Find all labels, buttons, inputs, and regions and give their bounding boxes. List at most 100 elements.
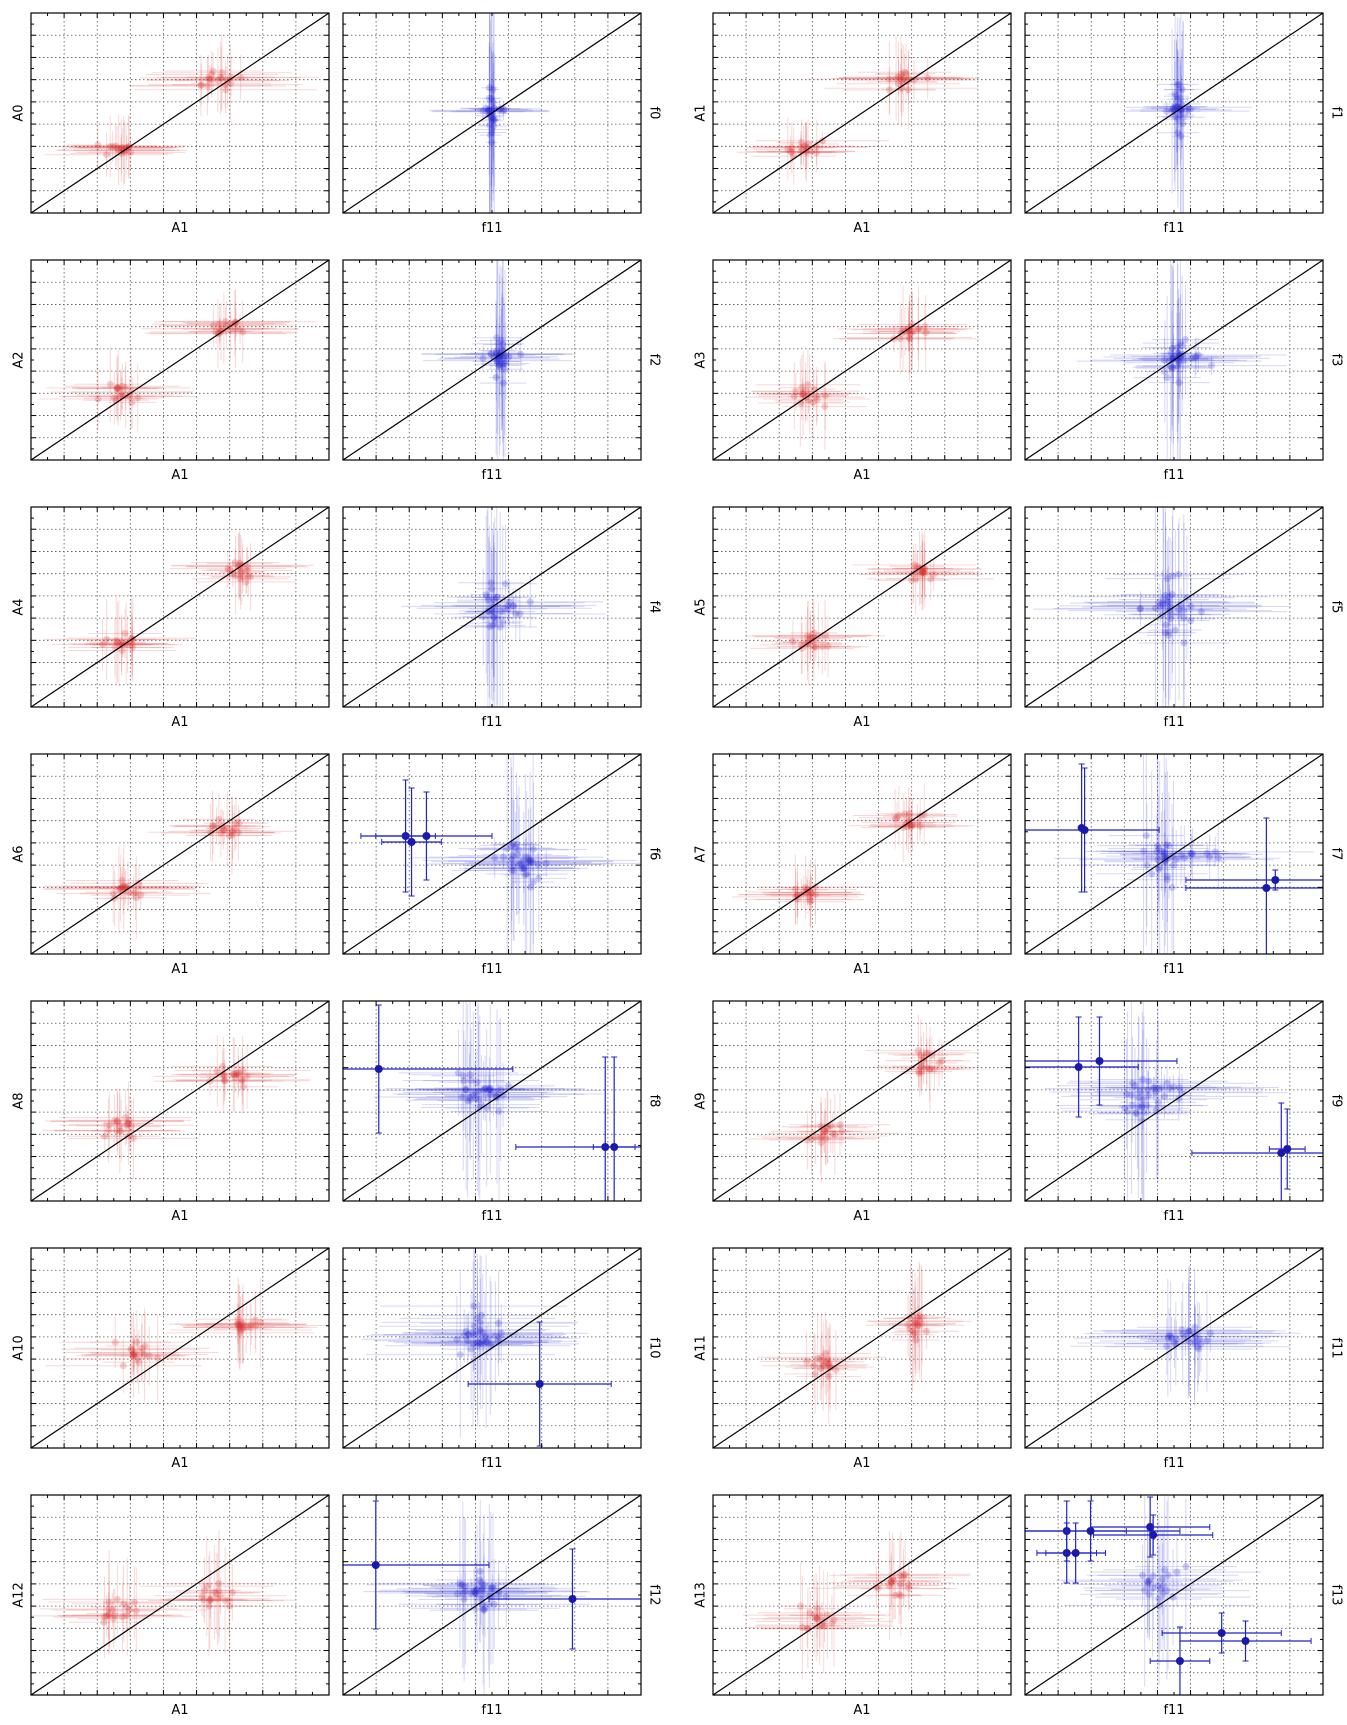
data-point (121, 384, 129, 392)
data-point (221, 81, 229, 89)
data-point (918, 1063, 926, 1071)
data-point (1160, 356, 1168, 364)
data-layer (746, 285, 981, 450)
data-point (1185, 1328, 1193, 1336)
identity-line (712, 753, 1012, 955)
highlight-point (407, 838, 416, 846)
data-point (510, 602, 518, 610)
data-point (493, 347, 501, 355)
data-point (1203, 849, 1211, 857)
data-point (488, 128, 496, 136)
data-point (113, 385, 121, 393)
data-point (1191, 354, 1199, 362)
data-point (235, 1321, 243, 1329)
data-point (501, 365, 509, 373)
data-point (231, 1073, 239, 1081)
data-layer (736, 36, 981, 185)
data-point (799, 389, 807, 397)
data-point (128, 644, 136, 652)
data-point (495, 1107, 503, 1115)
data-layer (429, 13, 551, 213)
ticks (712, 12, 1012, 214)
data-point (831, 1130, 839, 1138)
x-axis-label: A1 (171, 715, 188, 730)
data-point (228, 827, 236, 835)
data-point (237, 568, 245, 576)
identity-line (30, 1000, 330, 1202)
data-point (923, 1064, 931, 1072)
data-point (486, 121, 494, 129)
data-point (489, 622, 497, 630)
data-point (486, 623, 494, 631)
data-point (1138, 1102, 1146, 1110)
data-layer (1033, 507, 1291, 707)
data-point (914, 1321, 922, 1329)
data-point (918, 569, 926, 577)
data-point (494, 614, 502, 622)
data-point (1127, 1091, 1135, 1099)
data-point (235, 819, 243, 827)
y-axis-label: A9 (694, 1092, 709, 1109)
data-point (1161, 629, 1169, 637)
data-point (130, 1352, 138, 1360)
identity-line (30, 506, 330, 708)
data-point (125, 1116, 133, 1124)
data-point (491, 854, 499, 862)
data-point (219, 1062, 227, 1070)
data-point (466, 1096, 474, 1104)
data-point (494, 357, 502, 365)
data-point (221, 318, 229, 326)
data-point (918, 1068, 926, 1076)
data-point (239, 1083, 247, 1091)
data-point (791, 885, 799, 893)
data-point (526, 856, 534, 864)
ticks (342, 259, 642, 461)
data-point (1171, 626, 1179, 634)
data-point (796, 399, 804, 407)
highlight-point (610, 1143, 619, 1151)
data-point (1169, 344, 1177, 352)
identity-line (712, 1000, 1012, 1202)
data-point (904, 1321, 912, 1329)
grid (343, 1248, 641, 1448)
data-point (469, 1340, 477, 1348)
data-point (911, 1317, 919, 1325)
panel-f8: f11 f8 (342, 1000, 662, 1224)
data-point (807, 889, 815, 897)
data-point (130, 889, 138, 897)
data-point (129, 1351, 137, 1359)
data-point (1167, 349, 1175, 357)
data-point (799, 390, 807, 398)
data-point (885, 75, 893, 83)
data-point (813, 395, 821, 403)
data-point (220, 826, 228, 834)
data-point (1163, 575, 1171, 583)
data-point (102, 151, 110, 159)
x-axis-label: f11 (1163, 962, 1184, 977)
data-point (499, 853, 507, 861)
data-point (491, 619, 499, 627)
data-point (504, 605, 512, 613)
data-point (1172, 856, 1180, 864)
ticks (712, 1247, 1012, 1449)
panel-A1: A1 A1 (694, 12, 1012, 236)
x-axis-label: A1 (853, 962, 870, 977)
data-point (117, 144, 125, 152)
data-point (909, 570, 917, 578)
data-point (829, 1129, 837, 1137)
identity-line (712, 1247, 1012, 1449)
data-point (803, 148, 811, 156)
data-point (917, 571, 925, 579)
data-point (480, 1341, 488, 1349)
data-point (1158, 847, 1166, 855)
panel-A10: A1 A10 (12, 1247, 330, 1471)
data-point (814, 1354, 822, 1362)
data-point (914, 1314, 922, 1322)
data-point (519, 858, 527, 866)
data-point (237, 1320, 245, 1328)
data-point (498, 359, 506, 367)
data-point (239, 1319, 247, 1327)
data-point (491, 1332, 499, 1340)
data-point (124, 1120, 132, 1128)
data-point (1154, 1085, 1162, 1093)
